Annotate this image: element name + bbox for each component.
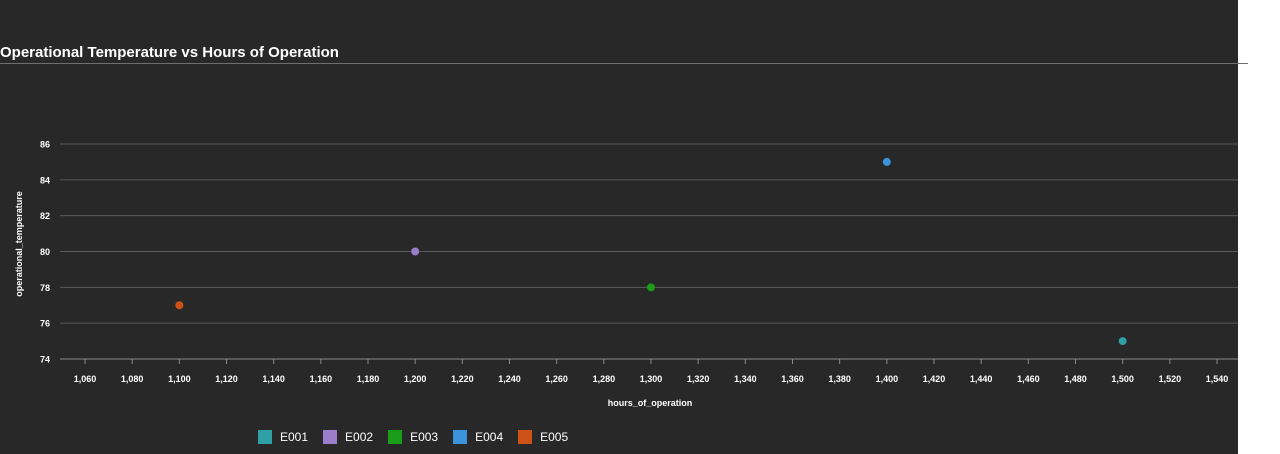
legend-item-e005[interactable]: E005 xyxy=(518,430,568,444)
x-tick-label: 1,420 xyxy=(923,374,946,384)
y-tick-label: 80 xyxy=(40,247,50,257)
x-tick-label: 1,160 xyxy=(310,374,333,384)
x-tick-label: 1,200 xyxy=(404,374,427,384)
data-point-e001 xyxy=(1118,337,1127,346)
x-tick-label: 1,500 xyxy=(1111,374,1134,384)
legend-label: E002 xyxy=(345,430,374,444)
scatter-chart: 74 76 78 80 82 84 86 1,060 1,080 1,100 1,120 1,140… xyxy=(14,140,1238,408)
legend-item-e004[interactable]: E004 xyxy=(453,430,503,444)
legend-label: E005 xyxy=(540,430,569,444)
x-tick-label: 1,360 xyxy=(781,374,804,384)
y-tick-label: 82 xyxy=(40,211,50,221)
x-tick-label: 1,320 xyxy=(687,374,710,384)
y-axis-label: operational_temperature xyxy=(14,191,24,297)
legend-swatch xyxy=(453,430,468,444)
data-point-e003 xyxy=(647,283,655,292)
x-tick-label: 1,380 xyxy=(828,374,851,384)
chart-legend: E001 E002 E003 E004 E005 xyxy=(258,430,583,444)
x-tick-label: 1,140 xyxy=(262,374,285,384)
legend-label: E004 xyxy=(475,430,504,444)
legend-swatch xyxy=(258,430,272,444)
y-axis: 74 76 78 80 82 84 86 xyxy=(40,140,50,365)
data-point-e005 xyxy=(175,301,184,310)
y-tick-label: 76 xyxy=(40,319,50,329)
x-tick-label: 1,280 xyxy=(593,374,616,384)
x-tick-label: 1,240 xyxy=(498,374,521,384)
legend-item-e002[interactable]: E002 xyxy=(323,430,373,444)
x-tick-label: 1,300 xyxy=(640,374,663,384)
legend-swatch xyxy=(518,430,533,444)
x-tick-label: 1,520 xyxy=(1159,374,1182,384)
grid-lines xyxy=(60,143,1238,324)
data-point-e002 xyxy=(411,247,420,256)
legend-label: E003 xyxy=(410,430,439,444)
y-tick-label: 74 xyxy=(40,355,50,365)
x-tick-label: 1,440 xyxy=(970,374,993,384)
data-points xyxy=(175,157,1127,346)
x-tick-label: 1,080 xyxy=(121,374,144,384)
y-tick-label: 84 xyxy=(40,175,50,185)
x-tick-label: 1,260 xyxy=(545,374,568,384)
x-axis: 1,060 1,080 1,100 1,120 1,140 1,160 1,180 1,200… xyxy=(60,358,1238,384)
x-tick-label: 1,540 xyxy=(1206,374,1229,384)
x-tick-label: 1,340 xyxy=(734,374,757,384)
x-tick-label: 1,460 xyxy=(1017,374,1040,384)
x-tick-label: 1,120 xyxy=(215,374,238,384)
data-point-e004 xyxy=(882,157,891,166)
x-tick-label: 1,400 xyxy=(876,374,899,384)
x-tick-label: 1,060 xyxy=(74,374,97,384)
title-divider xyxy=(0,63,1248,64)
legend-label: E001 xyxy=(280,430,309,444)
chart-title: Operational Temperature vs Hours of Oper… xyxy=(0,44,339,61)
x-tick-label: 1,100 xyxy=(168,374,191,384)
chart-panel: Operational Temperature vs Hours of Oper… xyxy=(0,0,1248,454)
x-tick-label: 1,220 xyxy=(451,374,474,384)
legend-swatch xyxy=(388,430,403,444)
y-tick-label: 86 xyxy=(40,140,50,150)
legend-swatch xyxy=(323,430,338,444)
x-tick-label: 1,180 xyxy=(357,374,380,384)
x-tick-label: 1,480 xyxy=(1064,374,1087,384)
legend-item-e003[interactable]: E003 xyxy=(388,430,438,444)
legend-item-e001[interactable]: E001 xyxy=(258,430,308,444)
y-tick-label: 78 xyxy=(40,283,50,293)
x-axis-label: hours_of_operation xyxy=(608,398,693,408)
